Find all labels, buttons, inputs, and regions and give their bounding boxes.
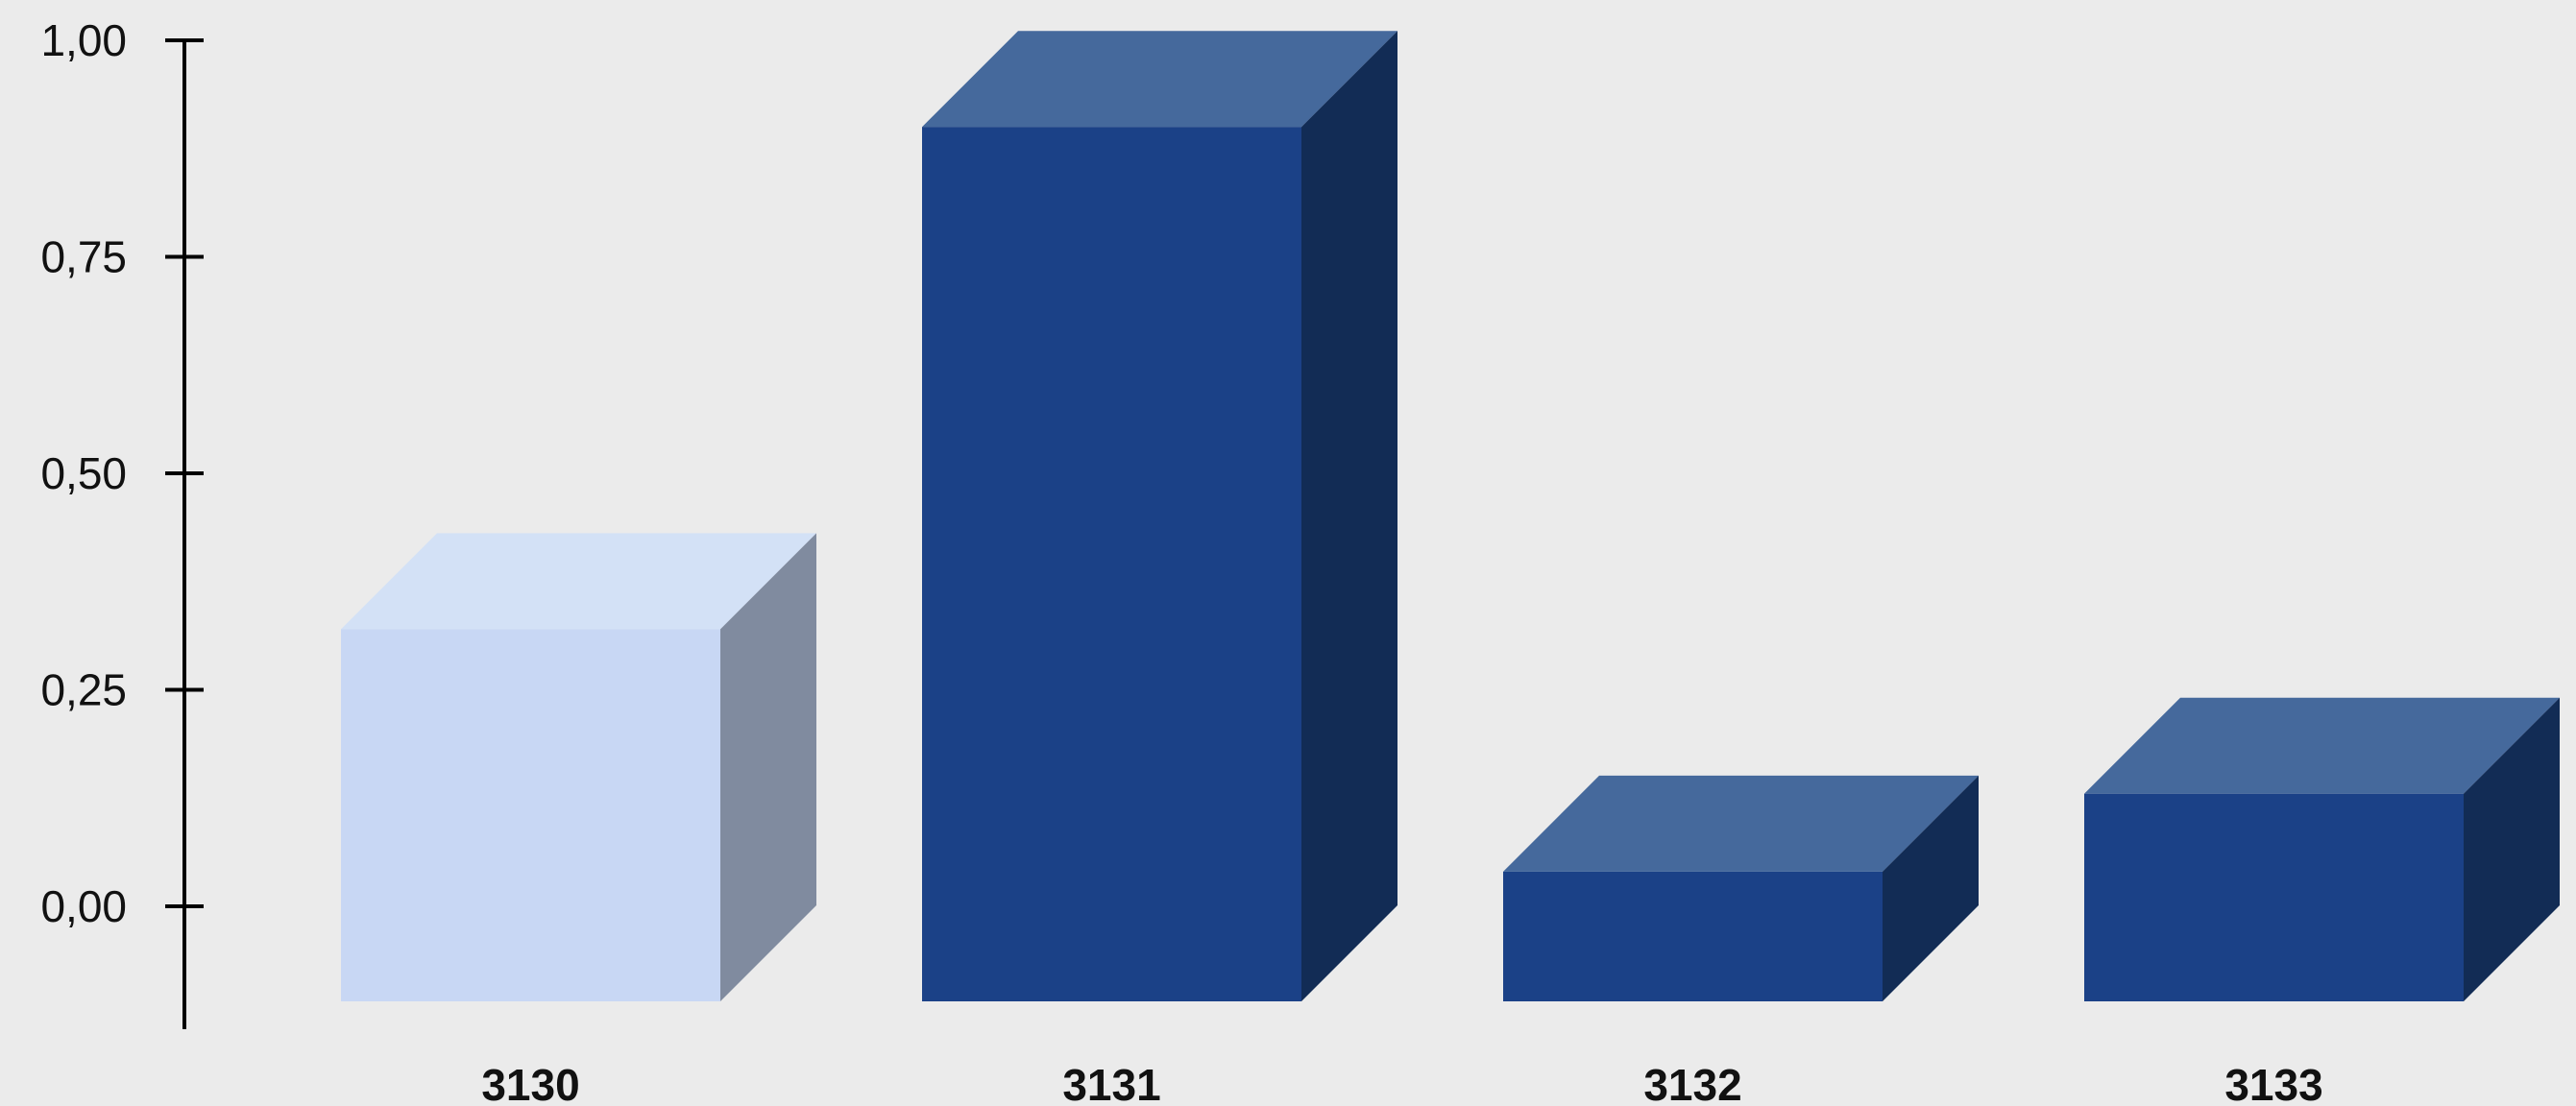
- bars: [341, 31, 2560, 1001]
- bar-3131: [922, 31, 1397, 1001]
- category-labels: 3130 3131 3132 3133: [481, 1060, 2322, 1106]
- bar-top-face: [2084, 697, 2560, 794]
- bar-3133: [2084, 697, 2560, 1001]
- bar-side-face: [2464, 697, 2560, 1001]
- x-tick-label: 3131: [1062, 1060, 1160, 1106]
- y-axis: 0,00 0,25 0,50 0,75 1,00: [40, 15, 204, 1029]
- bar-side-face: [1301, 31, 1397, 1001]
- y-tick-label: 0,25: [40, 665, 127, 715]
- x-tick-label: 3130: [481, 1060, 579, 1106]
- bar-top-face: [1503, 775, 1979, 872]
- bar-top-face: [922, 31, 1397, 128]
- bar-front-face: [922, 127, 1301, 1001]
- y-tick-label: 0,75: [40, 232, 127, 282]
- y-tick-label: 0,50: [40, 448, 127, 498]
- x-tick-label: 3132: [1643, 1060, 1741, 1106]
- bar-front-face: [341, 629, 720, 1001]
- bar-3132: [1503, 775, 1979, 1001]
- x-tick-label: 3133: [2224, 1060, 2322, 1106]
- bar-front-face: [2084, 793, 2464, 1001]
- bar-front-face: [1503, 871, 1883, 1001]
- y-tick-label: 0,00: [40, 881, 127, 931]
- y-tick-label: 1,00: [40, 15, 127, 65]
- bar-side-face: [720, 533, 816, 1001]
- bar-top-face: [341, 533, 816, 630]
- bar-3130: [341, 533, 816, 1001]
- bar-side-face: [1883, 775, 1979, 1001]
